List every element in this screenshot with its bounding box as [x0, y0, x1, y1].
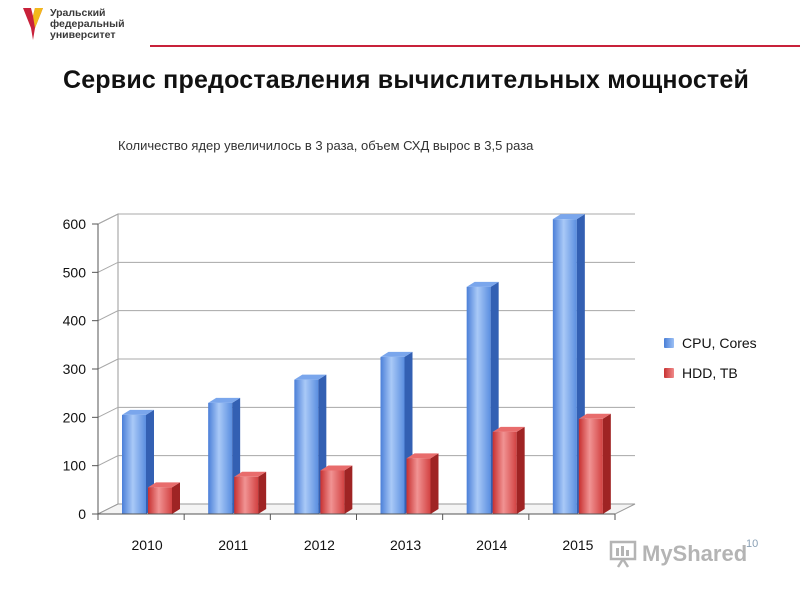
x-axis-ticks: 2010 2011 2012 2013 2014 2015 — [97, 513, 616, 553]
bar-chart: 0 100 200 300 400 500 600 2010 2011 2012 2013 2014… — [63, 213, 636, 553]
gridline — [97, 358, 635, 370]
y-tick-label: 300 — [63, 361, 87, 377]
gridline — [97, 310, 635, 322]
y-tick-label: 100 — [63, 458, 87, 474]
y-tick-label: 500 — [63, 264, 87, 280]
x-tick-label: 2014 — [476, 537, 507, 553]
gridline — [97, 213, 635, 225]
page-title: Сервис предоставления вычислительных мощ… — [62, 66, 750, 94]
gridline — [97, 406, 635, 418]
x-tick-label: 2015 — [562, 537, 593, 553]
watermark-text: MyShared — [642, 541, 748, 566]
page-number: 10 — [746, 538, 759, 550]
y-tick-label: 400 — [63, 313, 87, 329]
bar-hdd — [234, 471, 267, 514]
x-tick-label: 2011 — [218, 537, 248, 553]
legend-item-hdd: HDD, TB — [664, 358, 757, 388]
y-tick-label: 200 — [63, 409, 87, 425]
presentation-icon — [609, 540, 637, 568]
university-logo: Уральский федеральный университет — [22, 6, 142, 44]
legend-label-cpu: CPU, Cores — [682, 335, 757, 351]
bar-hdd — [406, 453, 439, 514]
logo-text: Уральский федеральный университет — [50, 8, 125, 41]
x-tick-label: 2012 — [304, 537, 335, 553]
chart-subtitle: Количество ядер увеличилось в 3 раза, об… — [118, 138, 534, 153]
legend-swatch-cpu — [664, 338, 674, 348]
gridline — [97, 455, 635, 467]
x-tick-label: 2013 — [390, 537, 421, 553]
logo-mark-icon — [23, 8, 43, 40]
y-tick-label: 0 — [78, 506, 86, 522]
bar-hdd — [578, 413, 611, 514]
bar-hdd — [492, 426, 525, 514]
legend-label-hdd: HDD, TB — [682, 365, 738, 381]
logo-line-1: Уральский — [50, 7, 106, 19]
bar-cpu — [380, 351, 413, 514]
chart-bars — [122, 214, 611, 514]
x-tick-label: 2010 — [132, 537, 163, 553]
legend-item-cpu: CPU, Cores — [664, 328, 757, 358]
gridline — [97, 261, 635, 273]
chart-legend: CPU, Cores HDD, TB — [664, 328, 757, 388]
legend-swatch-hdd — [664, 368, 674, 378]
bar-hdd — [148, 482, 180, 514]
watermark: MyShared — [608, 536, 768, 572]
bar-hdd — [320, 465, 353, 514]
logo-line-2: федеральный — [50, 18, 125, 30]
header-rule — [150, 45, 800, 47]
y-tick-label: 600 — [63, 216, 87, 232]
y-axis-ticks: 0 100 200 300 400 500 600 — [63, 216, 99, 522]
logo-line-3: университет — [50, 29, 116, 41]
bar-cpu — [466, 281, 499, 514]
